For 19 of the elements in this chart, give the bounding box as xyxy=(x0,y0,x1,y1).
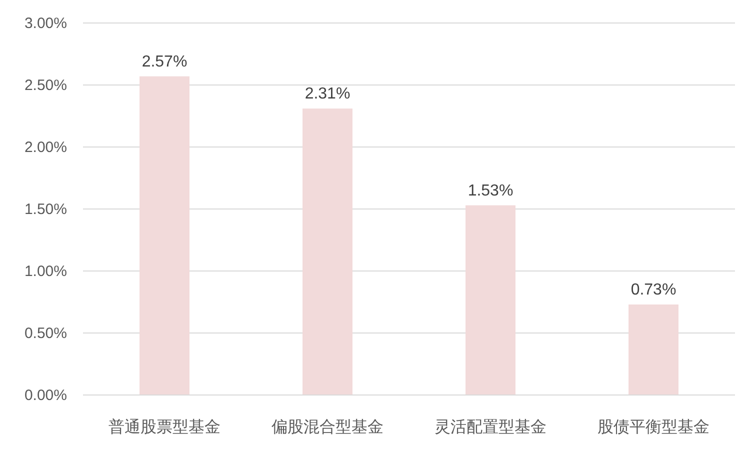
y-tick-label: 1.50% xyxy=(24,201,67,218)
bar xyxy=(140,76,190,395)
data-label: 2.31% xyxy=(304,86,350,103)
data-label: 0.73% xyxy=(630,281,676,298)
bar xyxy=(466,205,516,395)
y-tick-label: 0.00% xyxy=(24,387,67,404)
x-tick-label: 股债平衡型基金 xyxy=(598,418,710,436)
y-tick-label: 1.00% xyxy=(24,263,67,280)
x-tick-label: 灵活配置型基金 xyxy=(434,418,546,436)
data-label: 1.53% xyxy=(468,182,514,200)
y-tick-label: 0.50% xyxy=(24,325,67,342)
x-tick-label: 偏股混合型基金 xyxy=(272,418,384,436)
x-tick-label: 普通股票型基金 xyxy=(108,418,220,436)
y-tick-label: 3.00% xyxy=(24,15,67,32)
bar xyxy=(628,304,678,395)
bar xyxy=(302,108,352,395)
y-tick-label: 2.00% xyxy=(24,139,67,156)
data-label: 2.57% xyxy=(142,53,188,70)
y-tick-label: 2.50% xyxy=(24,77,67,94)
